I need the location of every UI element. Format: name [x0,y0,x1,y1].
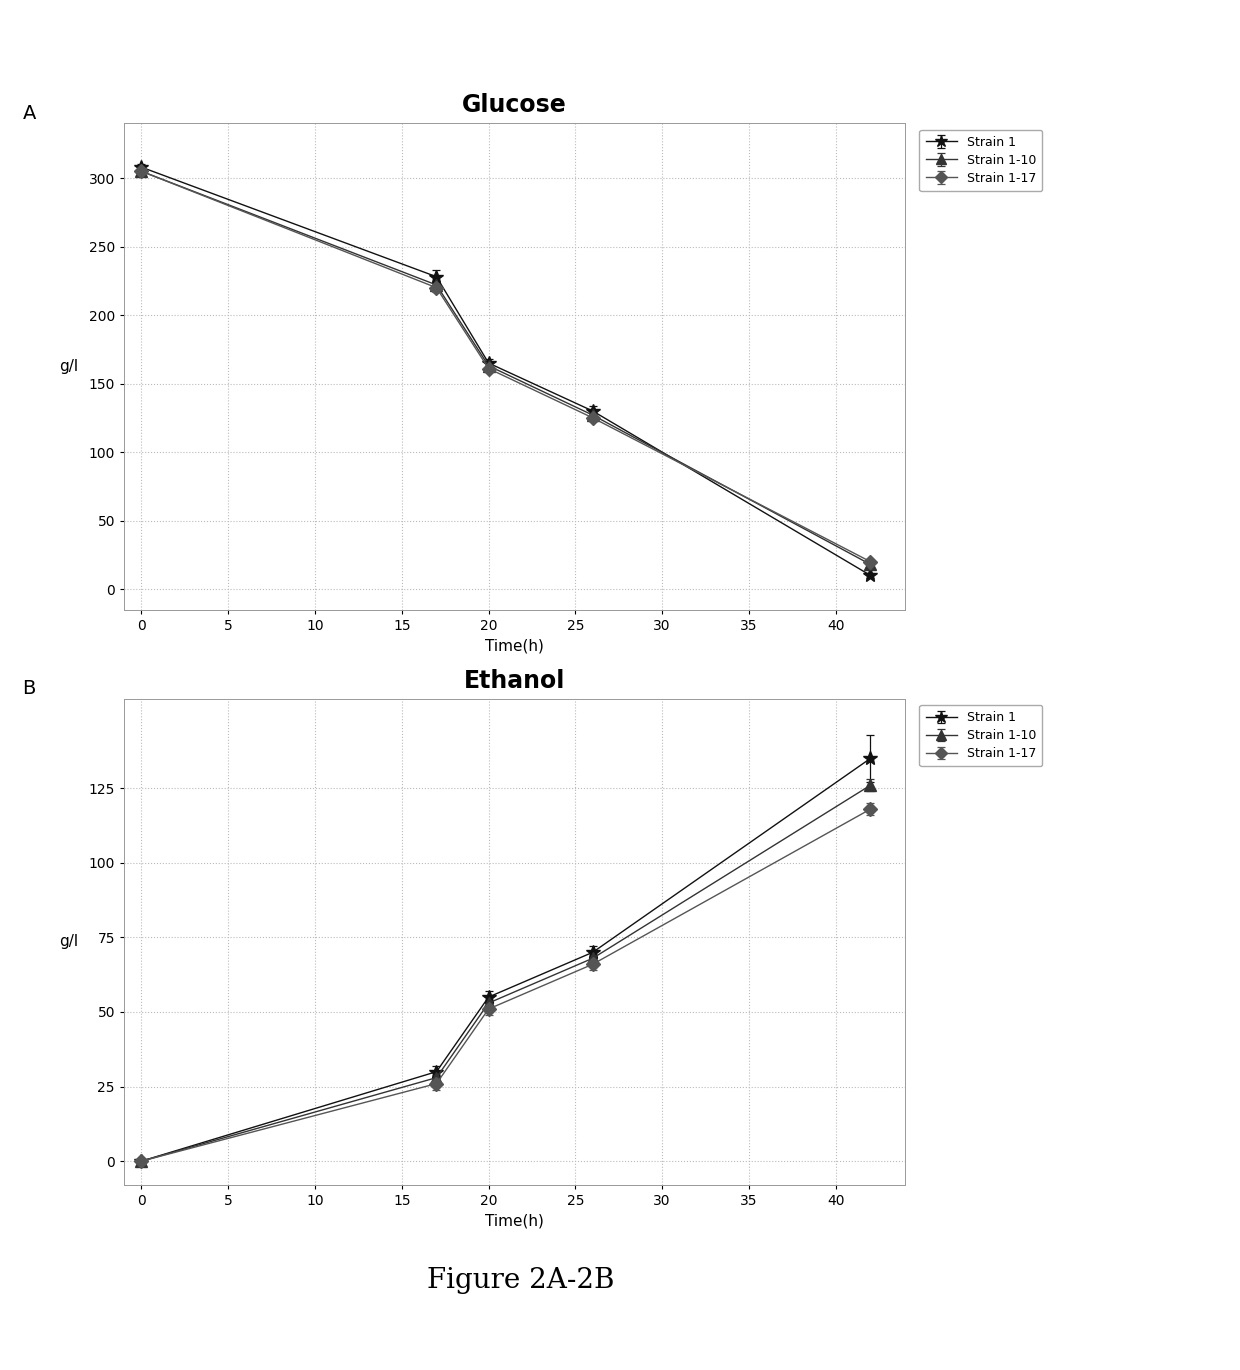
Legend: Strain 1, Strain 1-10, Strain 1-17: Strain 1, Strain 1-10, Strain 1-17 [919,706,1043,766]
Text: B: B [22,680,36,699]
Text: A: A [22,104,36,123]
Y-axis label: g/l: g/l [60,359,78,374]
Y-axis label: g/l: g/l [60,934,78,949]
Text: Figure 2A-2B: Figure 2A-2B [427,1267,615,1295]
Title: Glucose: Glucose [463,93,567,118]
Title: Ethanol: Ethanol [464,669,565,693]
X-axis label: Time(h): Time(h) [485,1214,544,1229]
Legend: Strain 1, Strain 1-10, Strain 1-17: Strain 1, Strain 1-10, Strain 1-17 [919,130,1043,190]
X-axis label: Time(h): Time(h) [485,638,544,653]
